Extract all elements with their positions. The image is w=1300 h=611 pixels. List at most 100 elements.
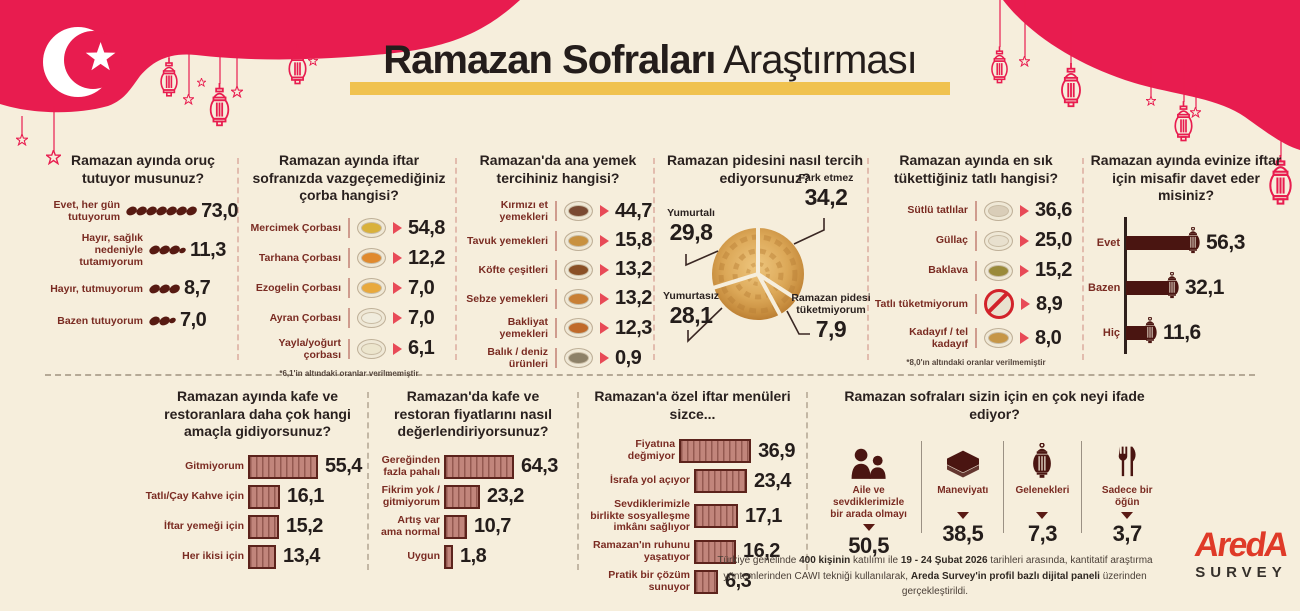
row-value: 36,9 [758,439,795,462]
star-icon [231,86,243,98]
row-value: 16,1 [287,485,324,507]
survey-row: Evet 56,3 [1097,221,1293,266]
row-value: 73,0 [201,199,238,222]
survey-row: Yayla/yoğurt çorbası 6,1 [245,337,453,361]
bar [694,469,747,493]
caret-down-icon [1036,512,1049,519]
survey-row: Sevdiklerimizle birlikte sosyalleşme imk… [590,498,795,534]
row-label: Tatlı/Çay Kahve için [145,489,244,502]
survey-row: Her ikisi için 13,4 [140,544,375,569]
arrow-right-icon [1020,204,1029,217]
bar [1126,281,1169,295]
row-value: 13,2 [615,258,652,281]
survey-row: Güllaç 25,0 [872,229,1080,252]
item-value: 3,7 [1112,521,1143,546]
panel-iftar-menus: Ramazan'a özel iftar menüleri sizce... F… [590,388,795,600]
meaning-item: Gelenekleri 7,3 [1010,437,1074,559]
divider [867,158,869,360]
tarhana-soup-icon [357,248,386,268]
kadayif-icon [984,328,1013,349]
lantern-icon [1174,101,1193,142]
star-icon [16,134,28,146]
divider [921,441,923,533]
survey-row: Gitmiyorum 55,4 [140,454,375,479]
slice-value: 7,9 [815,316,847,343]
divider [975,294,977,314]
row-label: Pratik bir çözüm sunuyor [608,569,690,593]
question-title: Ramazan'da ana yemek tercihiniz hangisi? [479,152,637,186]
survey-row: Köfte çeşitleri 13,2 [460,258,656,281]
bar [1126,236,1190,250]
row-value: 6,1 [408,337,435,360]
survey-row: Sütlü tatlılar 36,6 [872,199,1080,222]
arrow-right-icon [393,312,402,324]
fish-icon [564,348,593,369]
survey-row: Tarhana Çorbası 12,2 [245,247,453,270]
row-label: Ayran Çorbası [269,311,341,324]
survey-row: Tatlı tüketmiyorum 8,9 [872,289,1080,319]
question-title: Ramazan ayında evinize iftar için misafi… [1090,152,1282,203]
row-value: 25,0 [1035,229,1072,251]
row-value: 15,8 [615,229,652,252]
row-value: 17,1 [745,504,782,527]
row-label: Baklava [928,264,968,277]
horizontal-divider [45,374,1255,376]
survey-row: İsrafa yol açıyor 23,4 [590,469,795,493]
row-label: Yayla/yoğurt çorbası [278,336,341,361]
arrow-right-icon [600,234,609,247]
arrow-right-icon [1020,264,1029,277]
star-icon [183,94,194,105]
survey-row: Evet, her gün tutuyorum 73,0 [48,199,239,223]
milk-dessert-icon [984,200,1013,221]
divider [1003,441,1005,533]
row-value: 23,4 [754,469,791,492]
lentil-soup-icon [357,218,386,238]
panel-main-dish: Ramazan'da ana yemek tercihiniz hangisi?… [460,152,656,376]
survey-row: Hayır, sağlık nedeniyle tutamıyorum 11,3 [48,232,238,268]
row-value: 11,3 [190,238,226,261]
survey-row: Gereğinden fazla pahalı 64,3 [378,454,568,479]
arrow-right-icon [600,263,609,276]
chart-axis [1124,216,1127,354]
row-label: Gitmiyorum [185,459,244,472]
bar [248,484,280,509]
divider [975,230,977,251]
survey-row: Tatlı/Çay Kahve için 16,1 [140,484,375,509]
row-value: 55,4 [325,455,362,477]
panel-pide: Ramazan pidesini nasıl tercih ediyorsunu… [658,152,872,362]
bar [444,544,453,569]
question-title: Ramazan sofraları sizin için en çok neyi… [844,388,1145,422]
row-value: 44,7 [615,199,652,222]
row-label: Bakliyat yemekleri [499,316,548,341]
divider [237,158,239,360]
slice-label: Yumurtasız [662,290,720,302]
row-label: Hiç [1102,327,1120,339]
dates-icon [124,205,199,217]
survey-row: İftar yemeği için 15,2 [140,514,375,539]
survey-row: Hayır, tutmuyorum 8,7 [48,277,238,300]
question-title: Ramazan pidesini nasıl tercih ediyorsunu… [666,152,864,186]
methodology-note: Türkiye genelinde 400 kişinin katılımı i… [700,553,1170,600]
divider [555,318,557,339]
panel-cafe-prices: Ramazan'da kafe ve restoran fiyatlarını … [378,388,568,575]
caret-down-icon [862,524,875,531]
row-label: Hayır, tutmuyorum [50,282,143,295]
row-value: 7,0 [408,276,435,299]
row-label: Kırmızı et yemekleri [499,199,548,224]
survey-row: Ayran Çorbası 7,0 [245,307,453,330]
row-value: 0,9 [615,346,642,369]
row-label: Fiyatına değmiyor [627,438,676,462]
pie-slice-gaps [712,227,799,317]
quran-icon [932,437,993,479]
item-value: 50,5 [848,533,890,558]
survey-row: Fikrim yok / gitmiyorum 23,2 [378,483,568,509]
row-label: Fikrim yok / gitmiyorum [381,483,440,508]
guests-bar-chart: Evet 56,3 Bazen 32,1 Hiç 11,6 [1088,216,1293,356]
slice-value: 28,1 [669,302,713,329]
footnote: *8,0'ın altındaki oranlar verilmemiştir [906,358,1046,368]
survey-row: Kadayıf / tel kadayıf 8,0 [872,326,1080,350]
divider [975,260,977,281]
divider [577,392,579,570]
divider [653,158,655,360]
row-value: 54,8 [408,216,445,239]
